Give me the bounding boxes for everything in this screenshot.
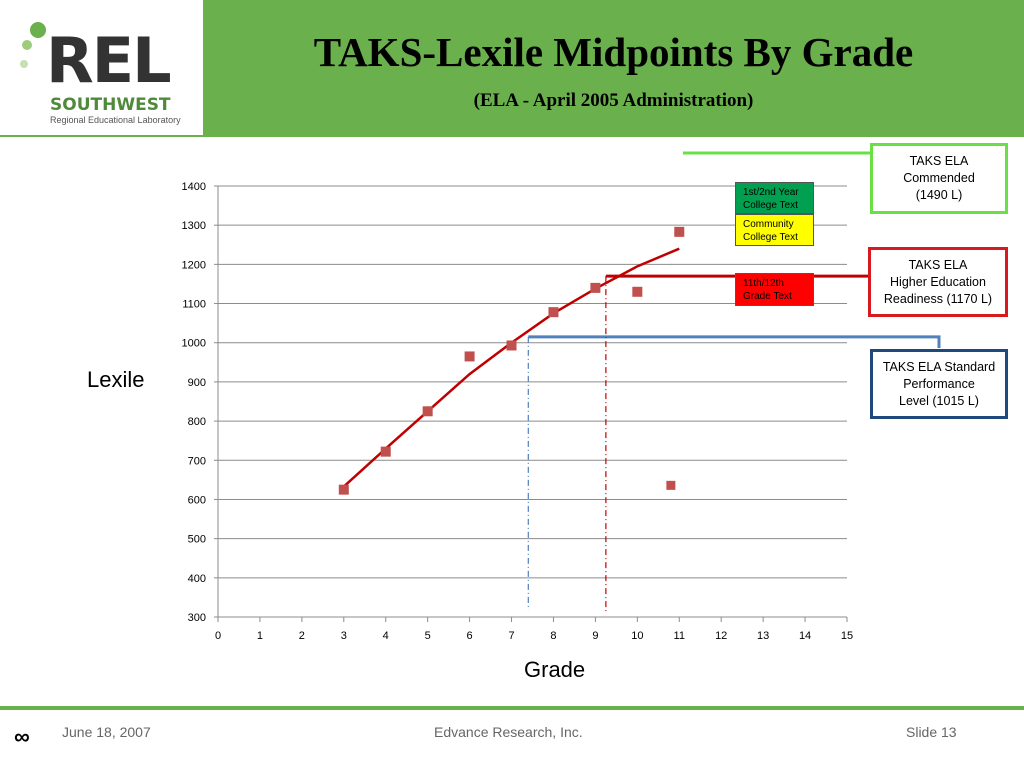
logo-rel: REL	[46, 24, 172, 97]
trendline	[342, 247, 680, 488]
y-tick-label: 800	[188, 416, 206, 428]
outlier-point	[666, 480, 676, 490]
y-tick-label: 600	[188, 494, 206, 506]
header-band	[203, 0, 1024, 137]
band-label-grade: 11th/12th Grade Text	[735, 273, 814, 306]
y-tick-label: 1300	[182, 220, 206, 232]
data-point	[548, 307, 559, 318]
logo-dot	[22, 40, 32, 50]
band-label-college: 1st/2nd Year College Text	[735, 182, 814, 214]
footer-date: June 18, 2007	[62, 724, 151, 740]
data-point	[506, 340, 517, 351]
x-tick-label: 10	[631, 630, 643, 642]
y-tick-label: 700	[188, 455, 206, 467]
logo-dot	[30, 22, 46, 38]
x-tick-label: 4	[383, 630, 389, 642]
band-label-community: Community College Text	[735, 214, 814, 246]
x-tick-label: 11	[674, 630, 685, 642]
x-axis-title: Grade	[524, 657, 586, 682]
y-tick-label: 400	[188, 573, 206, 585]
y-tick-label: 900	[188, 377, 206, 389]
slide-subtitle: (ELA - April 2005 Administration)	[473, 90, 754, 111]
x-tick-label: 5	[425, 630, 431, 642]
y-axis-title: Lexile	[87, 367, 145, 392]
data-point	[464, 351, 475, 362]
x-tick-label: 15	[841, 630, 853, 642]
data-point	[422, 406, 433, 417]
logo-region: SOUTHWEST	[50, 95, 171, 115]
x-tick-label: 6	[467, 630, 473, 642]
standard-level-line	[528, 335, 941, 348]
x-tick-label: 7	[508, 630, 514, 642]
data-point	[590, 282, 601, 293]
y-tick-label: 500	[188, 534, 206, 546]
x-tick-label: 0	[215, 630, 221, 642]
footer-slide-number: Slide 13	[906, 724, 957, 740]
logo-dot	[20, 60, 28, 68]
footer-org: Edvance Research, Inc.	[434, 724, 583, 740]
callout-standard: TAKS ELA Standard Performance Level (101…	[870, 349, 1008, 419]
footer-divider	[0, 706, 1024, 710]
header-divider	[0, 135, 1024, 137]
y-tick-label: 1100	[182, 299, 206, 311]
y-tick-label: 1200	[182, 259, 206, 271]
y-tick-label: 1400	[182, 181, 206, 193]
x-tick-label: 8	[550, 630, 556, 642]
logo-tagline: Regional Educational Laboratory	[50, 115, 181, 125]
x-tick-label: 1	[257, 630, 263, 642]
x-tick-label: 3	[341, 630, 347, 642]
data-point	[338, 484, 349, 495]
logo: REL SOUTHWEST Regional Educational Labor…	[0, 0, 203, 137]
x-tick-label: 13	[757, 630, 769, 642]
y-tick-label: 1000	[182, 338, 206, 350]
y-tick-label: 300	[188, 612, 206, 624]
callout-higher-ed: TAKS ELA Higher Education Readiness (117…	[868, 247, 1008, 317]
data-point	[380, 446, 391, 457]
data-point	[674, 226, 685, 237]
x-tick-label: 2	[299, 630, 305, 642]
slide-title: TAKS-Lexile Midpoints By Grade	[313, 29, 914, 75]
data-point	[632, 286, 643, 297]
callout-commended: TAKS ELA Commended (1490 L)	[870, 143, 1008, 214]
footer-mark: ∞	[14, 724, 30, 749]
x-tick-label: 12	[715, 630, 727, 642]
x-tick-label: 9	[592, 630, 598, 642]
x-tick-label: 14	[799, 630, 811, 642]
